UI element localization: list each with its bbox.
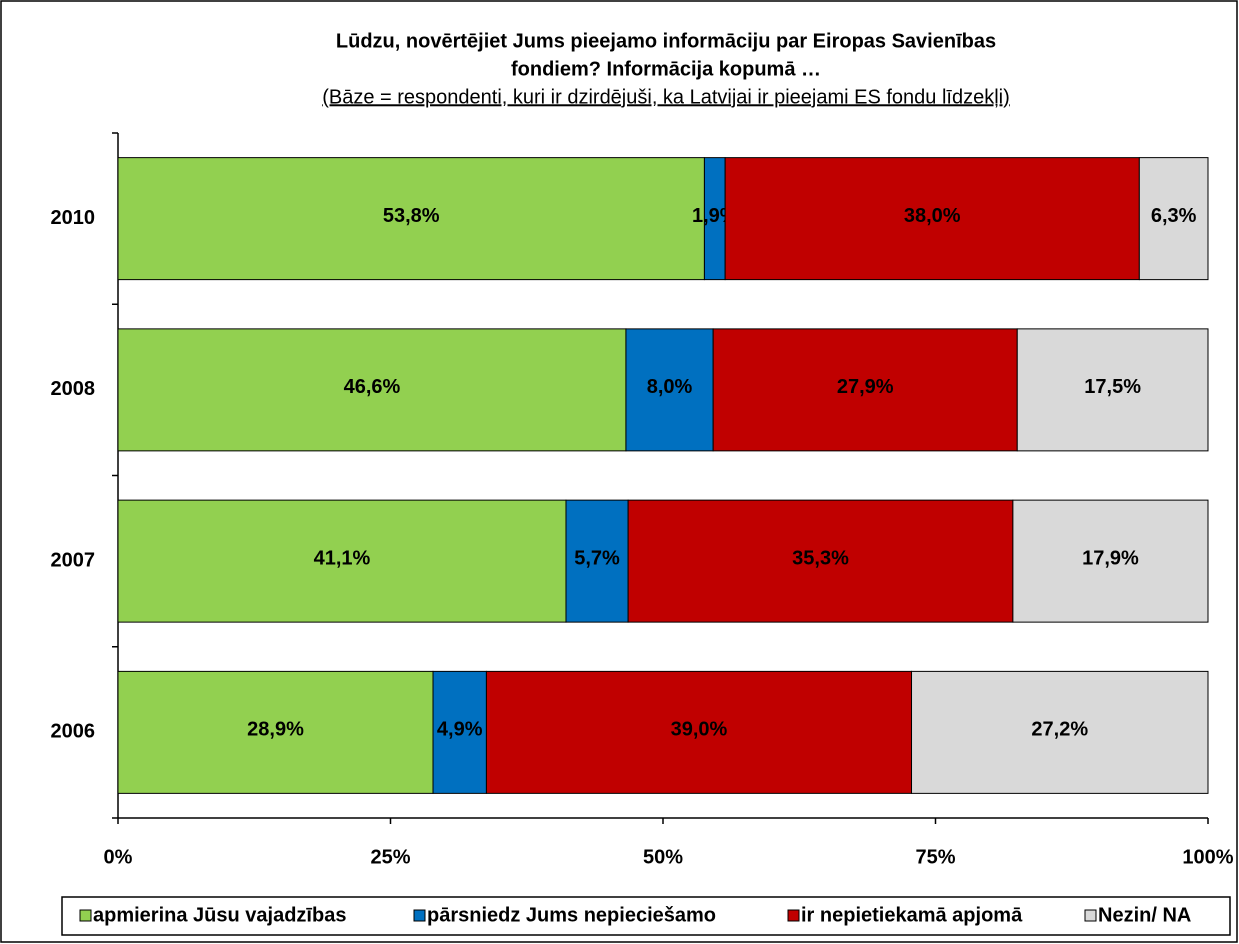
x-tick-label: 75%: [915, 846, 955, 868]
data-label: 6,3%: [1151, 205, 1197, 227]
data-label: 28,9%: [247, 719, 304, 741]
x-tick-label: 0%: [104, 846, 133, 868]
data-label: 27,2%: [1031, 719, 1088, 741]
data-label: 46,6%: [344, 376, 401, 398]
data-label: 35,3%: [792, 547, 849, 569]
bar-segment: [117, 328, 627, 452]
data-label: 39,0%: [671, 719, 728, 741]
legend-label: apmierina Jūsu vajadzības: [93, 904, 346, 926]
y-tick-label: 2010: [51, 207, 96, 229]
chart-subtitle: (Bāze = respondenti, kuri ir dzirdējuši,…: [322, 86, 1010, 108]
legend-swatch: [79, 909, 92, 922]
y-tick-label: 2006: [51, 721, 96, 743]
bar-segment: [565, 499, 629, 623]
chart-title: fondiem? Informācija kopumā …: [511, 58, 821, 80]
chart-title: Lūdzu, novērtējiet Jums pieejamo informā…: [336, 30, 996, 52]
bar-segment: [485, 670, 913, 794]
data-label: 53,8%: [383, 205, 440, 227]
data-label: 27,9%: [837, 376, 894, 398]
legend-label: pārsniedz Jums nepieciešamo: [427, 904, 716, 926]
data-label: 17,9%: [1082, 547, 1139, 569]
legend-label: ir nepietiekamā apjomā: [801, 904, 1023, 926]
legend-swatch: [787, 909, 800, 922]
data-label: 4,9%: [437, 719, 483, 741]
legend-label: Nezin/ NA: [1098, 904, 1191, 926]
bar-segment: [911, 670, 1209, 794]
data-label: 17,5%: [1084, 376, 1141, 398]
bar-segment: [1016, 328, 1209, 452]
bar-segment: [432, 670, 487, 794]
bar-segment: [1138, 157, 1209, 281]
data-label: 5,7%: [574, 547, 620, 569]
x-tick-label: 25%: [370, 846, 410, 868]
y-tick-label: 2007: [51, 549, 96, 571]
bar-segment: [117, 670, 434, 794]
x-tick-label: 50%: [643, 846, 683, 868]
data-label: 41,1%: [314, 547, 371, 569]
data-label: 38,0%: [904, 205, 961, 227]
data-label: 8,0%: [647, 376, 693, 398]
bar-segment: [1012, 499, 1209, 623]
x-tick-label: 100%: [1182, 846, 1233, 868]
bar-segment: [117, 499, 567, 623]
y-tick-label: 2008: [51, 378, 96, 400]
legend-swatch: [1084, 909, 1097, 922]
legend-box: [61, 896, 1231, 936]
bar-segment: [625, 328, 714, 452]
bar-segment: [117, 157, 705, 281]
legend-swatch: [413, 909, 426, 922]
bar-segment: [712, 328, 1018, 452]
bar-segment: [627, 499, 1014, 623]
